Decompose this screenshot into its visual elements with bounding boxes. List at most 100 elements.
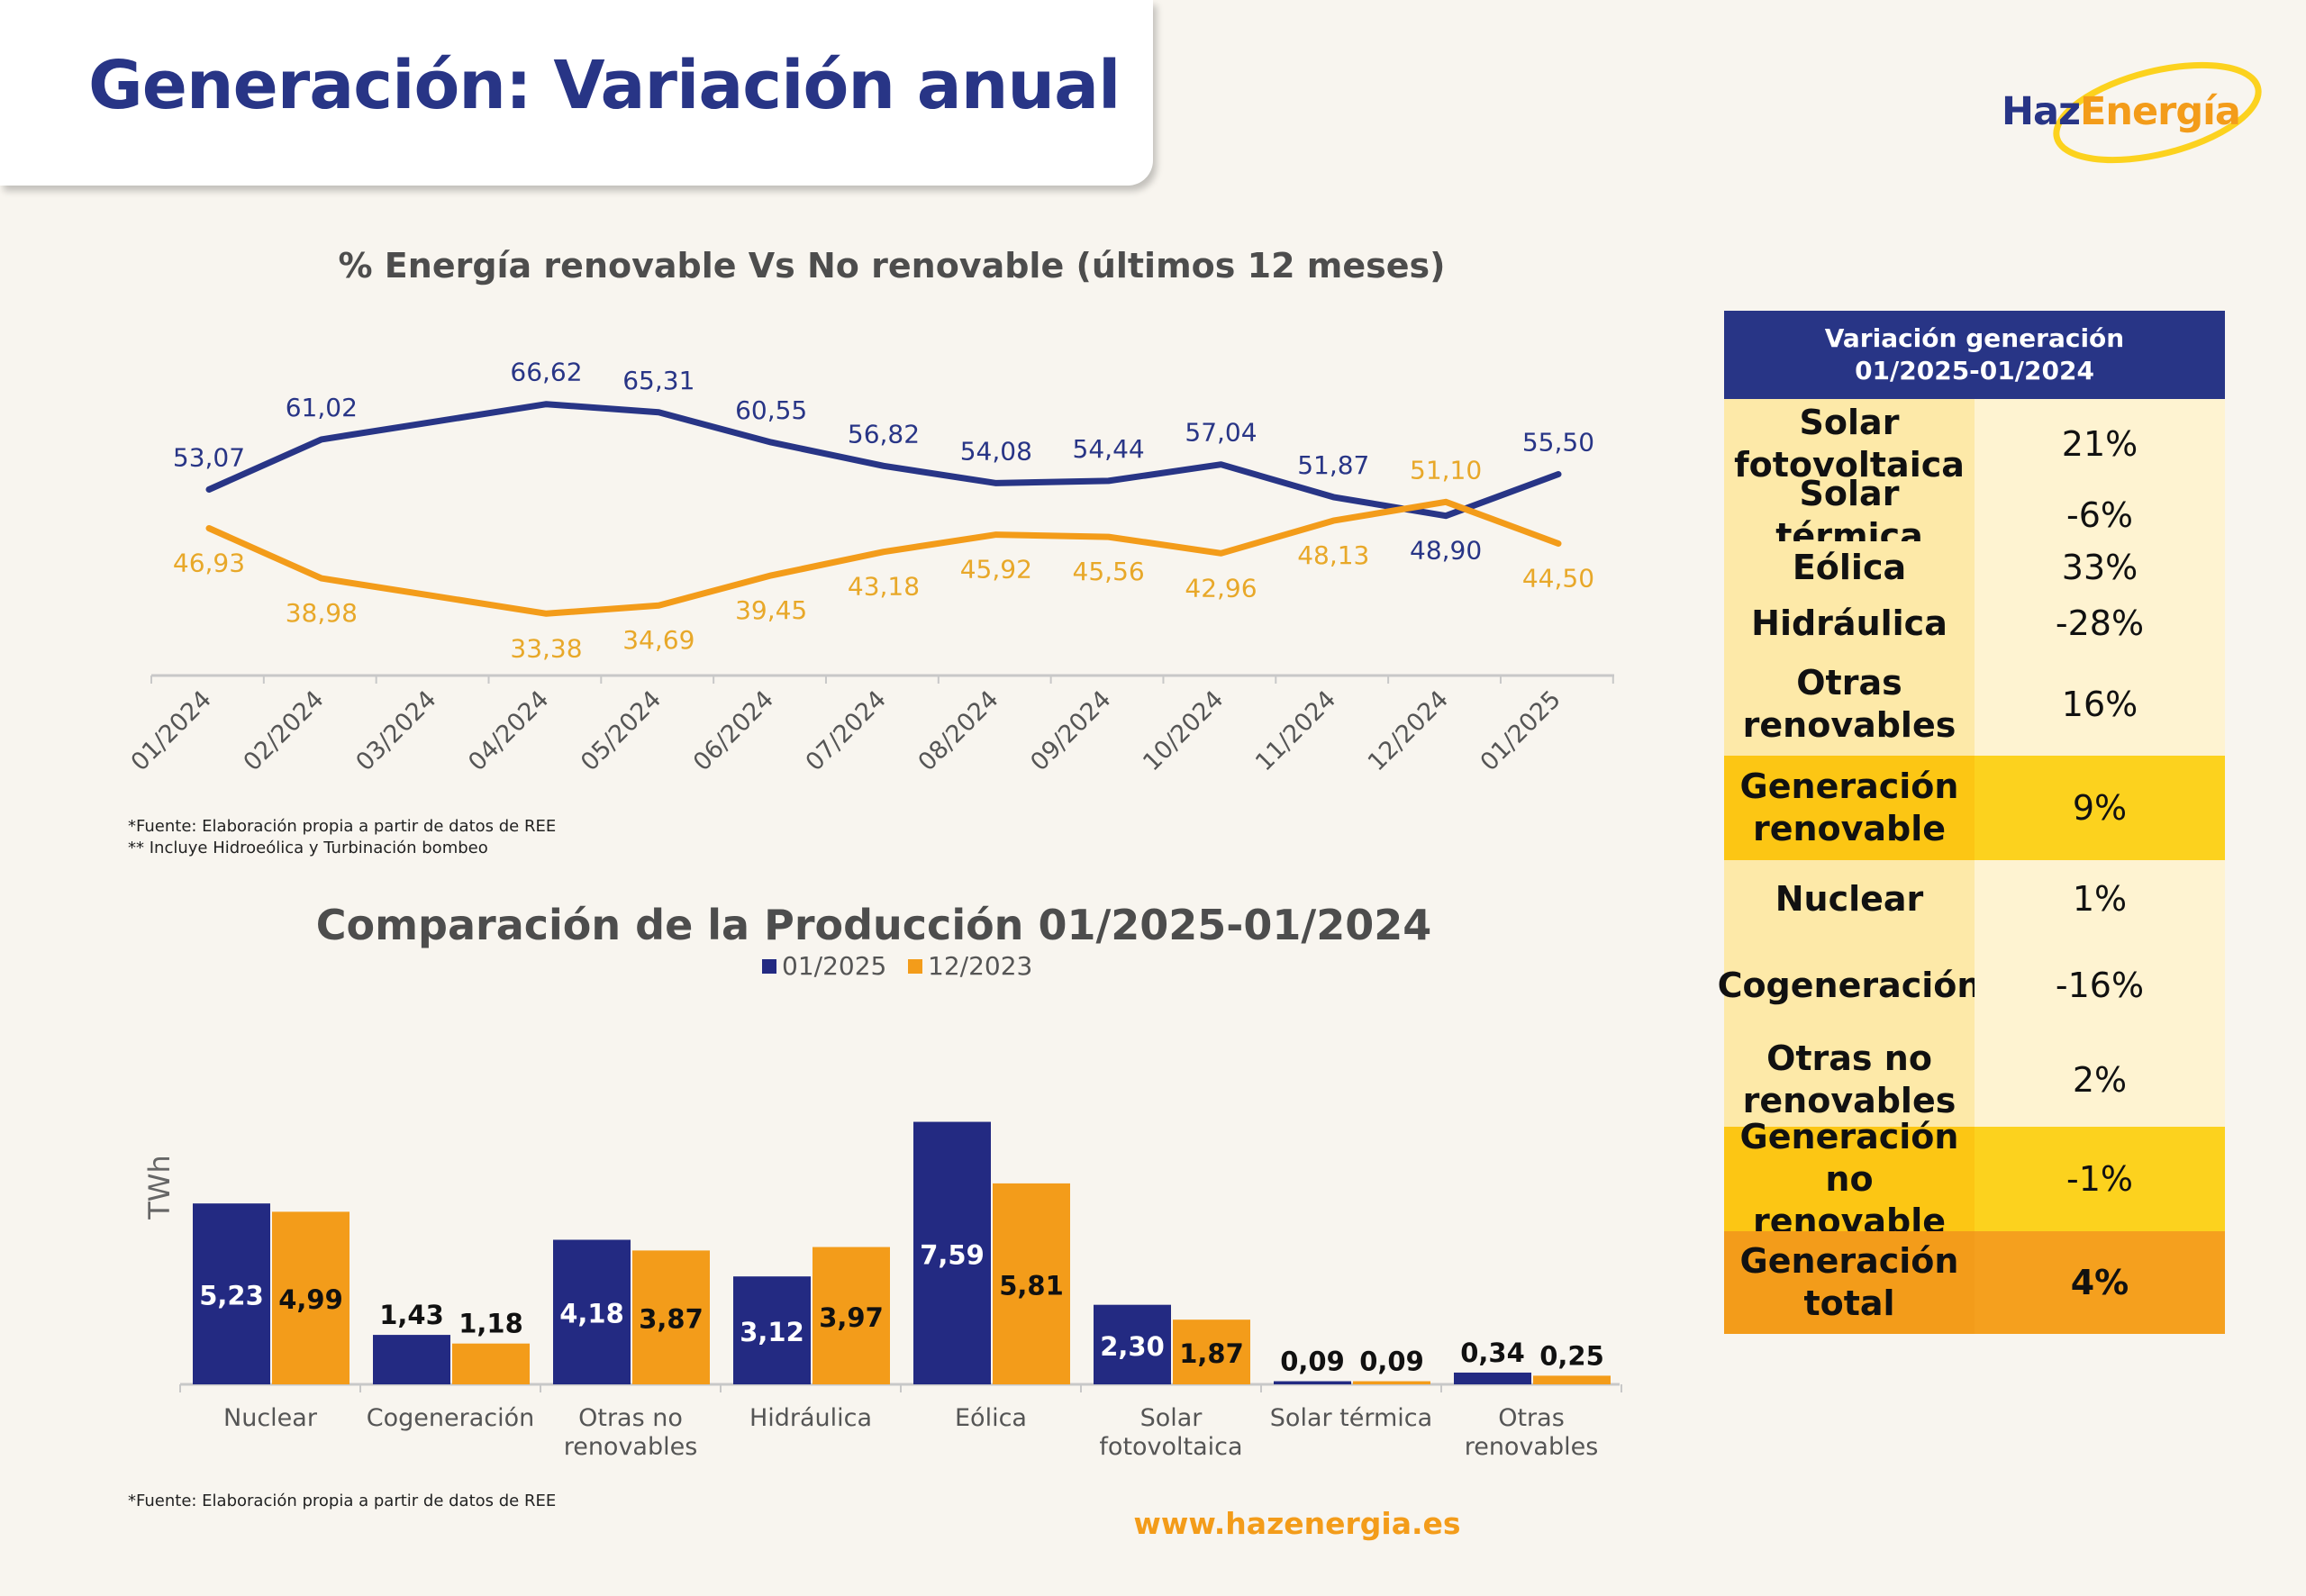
line-chart-data-label: 54,08 [960,436,1032,466]
legend-label: 12/2023 [928,951,1032,981]
line-chart: 01/2024 02/2024 03/2024 04/2024 05/2024 06/20… [126,358,1614,776]
svg-text:HazEnergía: HazEnergía [2002,89,2240,134]
variation-row-label: Generación no renovable [1724,1117,1975,1241]
variation-row-value: -1% [1975,1127,2225,1231]
variation-row: Generación total 4% [1724,1231,2225,1334]
bar-category-label: Solar térmica [1270,1404,1432,1432]
hazenergia-logo: HazEnergía [2002,61,2262,164]
bar-value-label: 3,97 [819,1302,884,1333]
line-chart-data-label: 53,07 [173,443,245,473]
bar-chart-source-note: *Fuente: Elaboración propia a partir de … [128,1492,557,1510]
line-chart-data-label: 57,04 [1185,418,1257,448]
variation-row-label: Generación renovable [1724,756,1975,860]
line-chart-data-label: 33,38 [510,633,582,663]
variation-row-value: -28% [1975,594,2225,653]
non-renewable-line [205,498,1562,617]
variation-table-header: Variación generación 01/2025-01/2024 [1724,311,2225,399]
bar [632,1250,710,1384]
line-chart-title: % Energía renovable Vs No renovable (últ… [338,246,1446,286]
logo-text-energia: Energía [2080,89,2240,134]
variation-row: Hidráulica -28% [1724,594,2225,653]
bar [373,1335,450,1384]
line-chart-data-label: 45,92 [960,555,1032,585]
bar-value-label: 1,87 [1179,1338,1244,1369]
bar [1353,1381,1430,1384]
line-chart-data-label: 54,44 [1073,434,1145,464]
footer-url[interactable]: www.hazenergia.es [1133,1506,1461,1541]
bar [1533,1375,1611,1384]
legend-label: 01/2025 [782,951,886,981]
line-chart-data-label: 34,69 [622,625,695,655]
bar-value-label: 5,81 [999,1270,1064,1301]
bar-category-label: Solar [1140,1404,1203,1432]
bar-chart-title: Comparación de la Producción 01/2025-01/… [315,901,1432,949]
variation-row: Nuclear 1% [1724,860,2225,938]
variation-row-label: Solar fotovoltaica [1724,399,1975,489]
line-chart-source-note: *Fuente: Elaboración propia a partir de … [128,817,557,836]
page-title: Generación: Variación anual [88,47,1121,124]
bar-category-label: renovables [1465,1433,1599,1461]
bar-category-label: Cogeneración [367,1404,534,1432]
bar-chart: 01/2025 12/2023 TWh 5,23 4,99 Nuclear 1,43 1,18… [142,951,1622,1461]
bar [1173,1319,1250,1384]
line-chart-data-label: 44,50 [1522,564,1594,594]
bar-value-label: 0,25 [1539,1340,1604,1371]
bar-value-label: 3,87 [639,1304,704,1335]
variation-row-label: Generación total [1724,1231,1975,1334]
bar-category-label: fotovoltaica [1099,1433,1242,1461]
bar [193,1203,270,1384]
bar-chart-y-label: TWh [142,1155,177,1220]
bar-value-label: 1,18 [458,1309,523,1339]
line-chart-data-label: 60,55 [735,395,807,425]
bar-value-label: 4,99 [278,1284,343,1315]
bar [553,1239,631,1384]
bar-category-label: Otras [1498,1404,1565,1432]
bar [1454,1372,1531,1384]
bar-value-label: 7,59 [920,1239,985,1270]
line-chart-data-label: 51,10 [1410,455,1482,485]
line-chart-data-label: 65,31 [622,366,695,395]
bar [813,1247,890,1384]
bar-category-label: Nuclear [223,1404,318,1432]
line-chart-data-label: 48,13 [1297,540,1369,570]
logo-swoosh [2053,61,2262,164]
variation-row-value: 33% [1975,541,2225,594]
variation-row-value: 4% [1975,1231,2225,1334]
bar-category-label: renovables [564,1433,698,1461]
variation-row: Eólica 33% [1724,541,2225,594]
legend-swatch [762,959,776,974]
line-chart-data-label: 45,56 [1073,557,1145,586]
variation-row-value: 1% [1975,860,2225,938]
variation-row-label: Solar térmica [1724,474,1975,556]
bar-category-label: Eólica [955,1404,1027,1432]
variation-row-value: 2% [1975,1033,2225,1127]
variation-row-label: Eólica [1724,541,1975,594]
bar-value-label: 2,30 [1100,1331,1165,1362]
title-card: Generación: Variación anual [0,0,1153,186]
bar [1274,1381,1351,1384]
line-chart-data-label: 38,98 [286,598,358,628]
variation-row-value: 21% [1975,399,2225,489]
line-chart-data-label: 46,93 [173,548,245,577]
bar [452,1343,530,1384]
line-chart-data-label: 39,45 [735,595,807,625]
renewable-line [205,401,1562,520]
variation-row: Otras renovables 16% [1724,653,2225,756]
line-chart-data-label: 61,02 [286,393,358,422]
line-chart-data-label: 66,62 [510,358,582,387]
bar-value-label: 0,34 [1460,1338,1525,1368]
variation-row: Generación no renovable -1% [1724,1117,2225,1241]
bar-category-label: Hidráulica [749,1404,872,1432]
variation-row-label: Nuclear [1724,860,1975,938]
bar-value-label: 0,09 [1359,1347,1424,1377]
logo-text-haz: Haz [2002,89,2080,134]
line-chart-data-label: 56,82 [848,419,920,449]
variation-row: Otras no renovables 2% [1724,1033,2225,1127]
variation-row-label: Hidráulica [1724,594,1975,653]
bar-category-label: Otras no [578,1404,683,1432]
variation-row: Solar fotovoltaica 21% [1724,399,2225,489]
variation-row: Generación renovable 9% [1724,756,2225,860]
bar [733,1276,811,1384]
bar [913,1121,991,1384]
line-chart-hydro-note: ** Incluye Hidroeólica y Turbinación bom… [128,839,488,857]
